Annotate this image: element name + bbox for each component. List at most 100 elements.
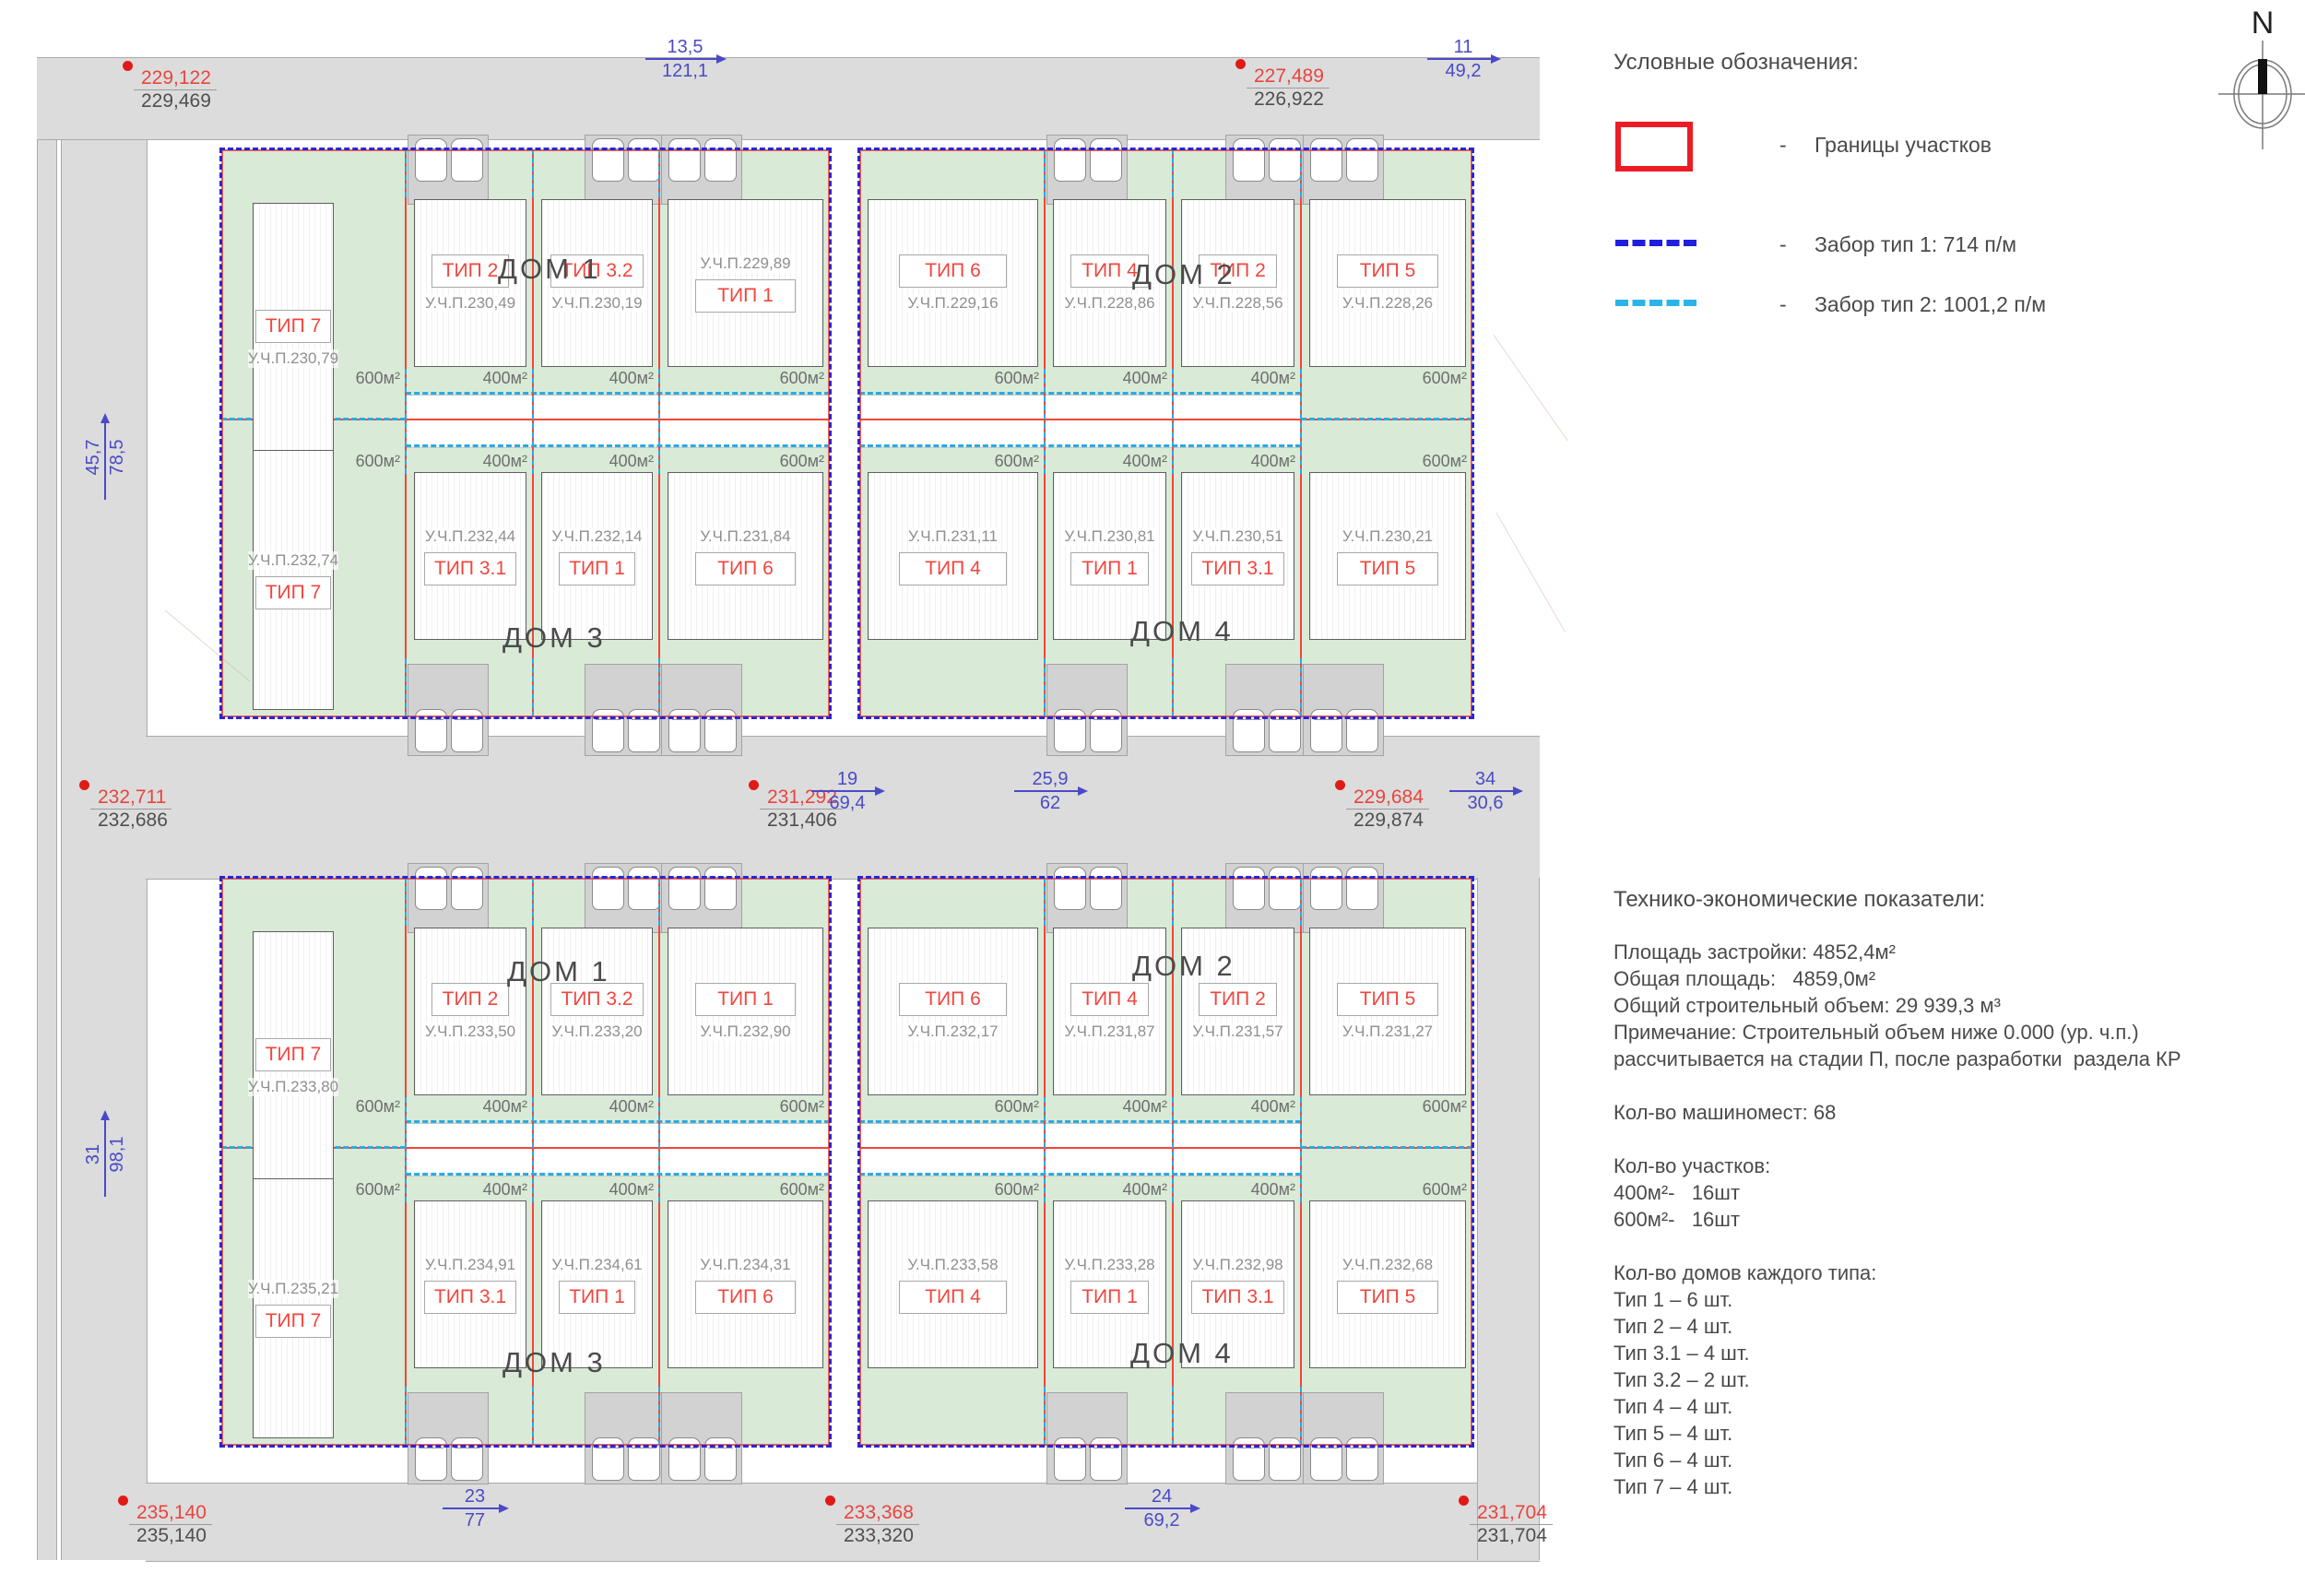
marker-dot [1335, 780, 1345, 790]
driveway [585, 664, 666, 756]
legend-label: Забор тип 2: 1001,2 п/м [1814, 292, 2047, 316]
indicator-line: рассчитывается на стадии П, после разраб… [1614, 1047, 2181, 1070]
car-icon [1054, 709, 1086, 752]
car-icon [628, 138, 660, 182]
indicator-spacer [1614, 1072, 2259, 1099]
dimension-arrow-line [104, 1112, 106, 1197]
plot-ucp-label: У.Ч.П.232,68 [1342, 1255, 1434, 1274]
house-тип-1: У.Ч.П.229,89 ТИП 1 [668, 199, 823, 367]
area-label: 400м² [1250, 369, 1295, 387]
car-icon [1346, 867, 1378, 910]
plot-type-label: ТИП 3.2 [550, 254, 644, 288]
plot-ucp-label: У.Ч.П.230,81 [1064, 526, 1155, 546]
indicator-line: Тип 2 – 4 шт. [1614, 1315, 1733, 1338]
plot-ucp-label: У.Ч.П.232,44 [424, 526, 516, 546]
marker-values: 233,368 233,320 [836, 1502, 919, 1546]
car-icon [592, 867, 624, 910]
fence-type-2-line [658, 149, 660, 197]
fence-type-2-line [1300, 658, 1302, 717]
driveway [661, 664, 742, 756]
fence-type-2-line [1300, 369, 1302, 474]
marker-value-black: 235,140 [136, 1525, 207, 1546]
driveway [661, 863, 742, 933]
marker-value-red: 232,711 [90, 786, 172, 810]
car-icon [1233, 138, 1265, 182]
area-label: 400м² [1122, 452, 1167, 470]
car-icon [704, 1437, 737, 1481]
plot-ucp-label: У.Ч.П.228,26 [1342, 293, 1434, 313]
house-тип-2: ТИП 2 У.Ч.П.230,49 [414, 199, 526, 367]
plot-ucp-label: У.Ч.П.232,98 [1192, 1255, 1283, 1274]
driveway [1046, 863, 1128, 933]
plot-type-label: ТИП 3.1 [423, 551, 517, 585]
indicator-line: Тип 4 – 4 шт. [1614, 1395, 1733, 1418]
marker-value-red: 233,368 [836, 1502, 919, 1525]
plot-type-label: ТИП 3.2 [550, 982, 644, 1016]
plot-type-label: ТИП 6 [898, 982, 1008, 1016]
indicator-line: Тип 7 – 4 шт. [1614, 1475, 1733, 1498]
legend-item-fence-type-1: - Забор тип 1: 714 п/м [1615, 221, 2169, 267]
plot-ucp-label: У.Ч.П.230,49 [424, 293, 516, 313]
car-icon [668, 1437, 701, 1481]
house-тип-2: ТИП 2 У.Ч.П.233,50 [414, 928, 526, 1095]
car-icon [1233, 867, 1265, 910]
dimension-top-value: 19 [836, 769, 858, 789]
marker-dot [1235, 59, 1246, 69]
area-label: 400м² [482, 1097, 527, 1116]
fence-type-2-line [1044, 658, 1046, 717]
fence-type-2-line [1300, 149, 1302, 197]
fence-type-2-line [532, 149, 534, 197]
dimension-top-value: 34 [1474, 769, 1496, 789]
plot-type-label: ТИП 2 [1199, 254, 1277, 288]
plot-type-label: ТИП 3.1 [423, 1280, 517, 1314]
area-label: 600м² [355, 1097, 400, 1116]
car-icon [1269, 867, 1301, 910]
house-тип-2: ТИП 2 У.Ч.П.228,56 [1181, 199, 1294, 367]
fence-type-2-line [405, 878, 407, 926]
house-тип-1: У.Ч.П.232,14 ТИП 1 [541, 472, 653, 640]
fence-type-2-line [1172, 878, 1174, 926]
road-left-sidewalk [37, 57, 57, 1560]
area-label: 400м² [482, 1180, 527, 1199]
dimension-label: 25,9 62 [1014, 769, 1088, 813]
fence-type-2-line [532, 1387, 534, 1446]
area-label: 600м² [355, 369, 400, 387]
area-label: 400м² [482, 369, 527, 387]
house-block-title: ДОМ 1 [507, 955, 610, 987]
plot-type-label: ТИП 2 [1199, 982, 1277, 1016]
dimension-label: 23 77 [443, 1486, 509, 1531]
plot-ucp-label: У.Ч.П.230,51 [1192, 526, 1283, 546]
plot-type-label: ТИП 4 [898, 551, 1008, 585]
indicator-spacer [1614, 1126, 2259, 1153]
plot-boundary-line [859, 419, 1472, 420]
house-тип-1: ТИП 1 У.Ч.П.232,90 [668, 928, 823, 1095]
area-label: 600м² [1422, 1180, 1467, 1199]
plot-type-label: ТИП 3.1 [1191, 1280, 1284, 1314]
house-тип-6: ТИП 6 У.Ч.П.229,16 [868, 199, 1038, 367]
marker-dot [749, 780, 759, 790]
driveway [1046, 1392, 1128, 1484]
plot-type-label: ТИП 1 [1070, 1280, 1149, 1314]
house-тип-4: У.Ч.П.231,11 ТИП 4 [868, 472, 1038, 640]
dimension-label: 45,7 78,5 [83, 415, 127, 500]
car-icon [1054, 867, 1086, 910]
car-icon [704, 709, 737, 752]
plot-type-label: ТИП 5 [1337, 551, 1438, 585]
plot-ucp-label: У.Ч.П.231,84 [700, 526, 791, 546]
house-тип-5: ТИП 5 У.Ч.П.228,26 [1309, 199, 1466, 367]
marker-value-black: 233,320 [844, 1525, 914, 1546]
marker-value-black: 232,686 [98, 810, 168, 831]
car-icon [668, 867, 701, 910]
indicator-line: 400м²- 16шт [1614, 1181, 1741, 1204]
car-icon [1269, 138, 1301, 182]
access-strip [859, 395, 1301, 448]
plot-ucp-label: У.Ч.П.231,11 [908, 526, 998, 546]
fence-type-2-line [406, 1120, 830, 1123]
plot-ucp-label: У.Ч.П.231,27 [1342, 1022, 1434, 1041]
driveway [408, 1392, 489, 1484]
dimension-bottom-value: 62 [1039, 793, 1061, 813]
plot-ucp-label: У.Ч.П.233,28 [1064, 1255, 1155, 1274]
marker-value-red: 229,122 [134, 67, 217, 90]
indicator-line: Тип 1 – 6 шт. [1614, 1288, 1733, 1311]
